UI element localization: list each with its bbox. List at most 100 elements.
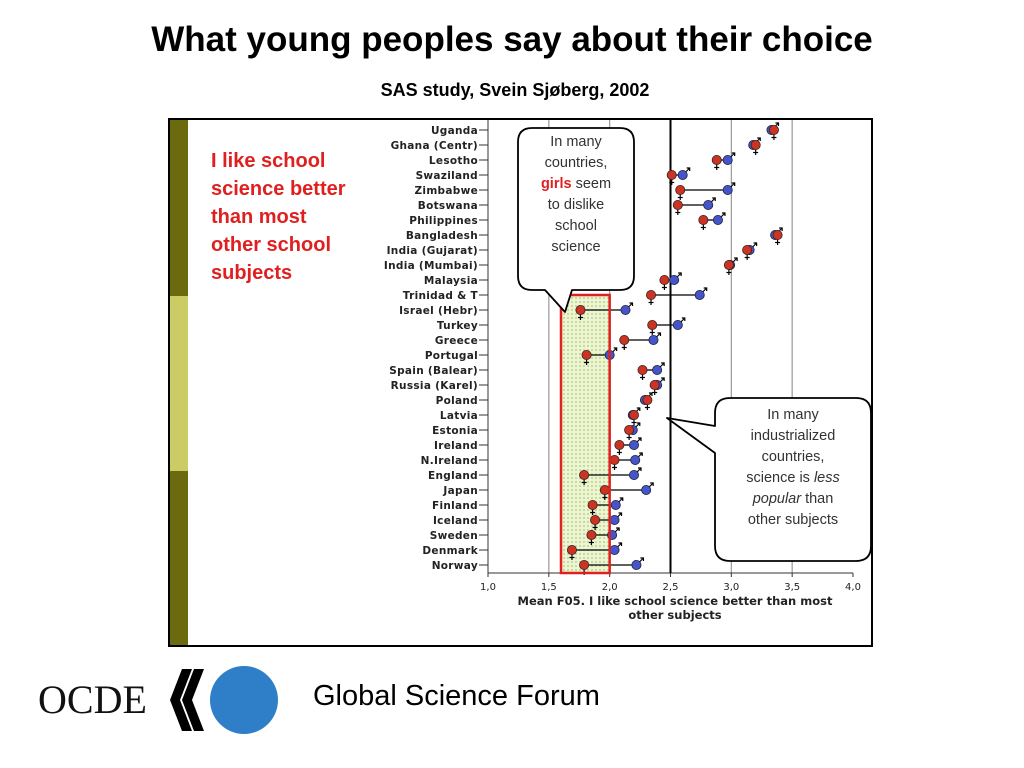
girls-point bbox=[672, 200, 683, 211]
girls-point bbox=[742, 245, 753, 256]
country-label: Ghana (Centr) bbox=[391, 140, 478, 152]
statement-line: than most bbox=[211, 206, 307, 228]
callout-text-span: countries, bbox=[545, 155, 608, 171]
girls-point bbox=[637, 364, 648, 375]
oecd-logo-text: OCDE bbox=[38, 677, 147, 722]
girls-point bbox=[642, 394, 653, 405]
boys-arrow bbox=[628, 302, 633, 308]
country-label: Spain (Balear) bbox=[389, 365, 478, 377]
boys-point bbox=[631, 559, 642, 570]
callout-industrialized-bubble bbox=[666, 397, 871, 562]
x-axis-label: Mean F05. I like school science better t… bbox=[518, 594, 833, 608]
country-label: Latvia bbox=[440, 410, 478, 422]
country-label: Estonia bbox=[432, 425, 478, 437]
boys-arrowhead bbox=[753, 242, 758, 246]
chart-frame: I like school science better than most othe… bbox=[168, 118, 873, 647]
boys-arrowhead bbox=[678, 272, 682, 276]
callout-girls-text: countries, bbox=[545, 155, 608, 171]
boys-arrowhead bbox=[712, 197, 716, 201]
x-tick-label: 2,0 bbox=[602, 582, 618, 593]
country-label: Iceland bbox=[433, 515, 478, 527]
boys-arrowhead bbox=[636, 407, 641, 411]
slide-title: What young peoples say about their choic… bbox=[151, 20, 873, 59]
callout-industrialized-text: science is less bbox=[746, 470, 840, 486]
boys-arrowhead bbox=[638, 437, 642, 441]
boys-arrow bbox=[618, 497, 624, 503]
boys-arrowhead bbox=[616, 527, 620, 531]
boys-point bbox=[628, 439, 639, 450]
oecd-chevron-icon bbox=[170, 669, 192, 731]
callout-industrialized-text: countries, bbox=[762, 449, 825, 465]
chart-area: I like school science better than most othe… bbox=[170, 120, 871, 645]
girls-point bbox=[579, 469, 590, 480]
callout-girls-text: science bbox=[551, 239, 600, 255]
girls-point bbox=[566, 544, 577, 555]
boys-arrow bbox=[685, 167, 691, 173]
boys-arrow bbox=[702, 287, 708, 293]
country-label: Russia (Karel) bbox=[391, 380, 478, 392]
callout-industrialized-text: other subjects bbox=[748, 512, 838, 528]
boys-point bbox=[712, 215, 723, 226]
x-tick-label: 1,5 bbox=[541, 582, 557, 593]
boys-arrowhead bbox=[648, 392, 653, 396]
boys-arrowhead bbox=[731, 182, 736, 186]
country-label: England bbox=[428, 470, 478, 482]
girls-point bbox=[624, 424, 635, 435]
girls-point bbox=[659, 274, 670, 285]
boys-arrow bbox=[752, 242, 758, 248]
oecd-chevron-icon bbox=[182, 669, 204, 731]
boys-point bbox=[620, 304, 631, 315]
boys-point bbox=[628, 469, 639, 480]
boys-arrow bbox=[730, 182, 736, 188]
country-label: N.Ireland bbox=[421, 455, 478, 467]
country-label: Greece bbox=[435, 335, 478, 347]
boys-arrowhead bbox=[661, 362, 665, 366]
boys-point bbox=[652, 364, 663, 375]
girls-point bbox=[666, 170, 677, 181]
band-segment-dark bbox=[170, 120, 188, 296]
boys-point bbox=[669, 274, 680, 285]
boys-arrow bbox=[710, 197, 716, 203]
boys-arrow bbox=[617, 512, 622, 518]
country-label: Denmark bbox=[422, 545, 478, 557]
statement-line: subjects bbox=[211, 262, 292, 284]
boys-arrowhead bbox=[618, 542, 623, 546]
country-label: Portugal bbox=[425, 350, 478, 362]
boys-arrowhead bbox=[734, 257, 738, 261]
boys-arrow bbox=[659, 377, 665, 383]
boys-arrowhead bbox=[613, 347, 618, 351]
boys-point bbox=[648, 334, 659, 345]
callout-text-span: science is bbox=[746, 470, 814, 486]
boys-arrowhead bbox=[661, 377, 665, 381]
girls-point bbox=[649, 379, 660, 390]
boys-arrowhead bbox=[779, 227, 783, 231]
boys-arrow bbox=[614, 527, 620, 533]
boys-arrowhead bbox=[619, 497, 624, 501]
girls-point bbox=[609, 454, 620, 465]
callout-text-span: than bbox=[801, 491, 833, 507]
boys-point bbox=[672, 319, 683, 330]
x-tick-label: 3,0 bbox=[723, 582, 739, 593]
girls-point bbox=[614, 439, 625, 450]
boys-point bbox=[703, 200, 714, 211]
callout-text-span: girls bbox=[541, 176, 572, 192]
girls-point bbox=[599, 484, 610, 495]
country-label: Poland bbox=[436, 395, 478, 407]
country-label: India (Gujarat) bbox=[387, 245, 478, 257]
boys-arrowhead bbox=[640, 557, 645, 561]
callout-girls-bubble bbox=[517, 127, 635, 313]
boys-arrow bbox=[730, 152, 736, 158]
country-label: Ireland bbox=[434, 440, 478, 452]
callout-industrialized-text: In many bbox=[767, 407, 819, 423]
callout-text-span: seem bbox=[572, 176, 612, 192]
girls-point bbox=[586, 529, 597, 540]
boys-arrow bbox=[636, 467, 642, 473]
country-label: Malaysia bbox=[424, 275, 478, 287]
callout-girls-text: In many bbox=[550, 134, 602, 150]
x-tick-label: 4,0 bbox=[845, 582, 861, 593]
footer-forum-title: Global Science Forum bbox=[313, 680, 600, 712]
callout-text-span: other subjects bbox=[748, 512, 838, 528]
boys-point bbox=[722, 185, 733, 196]
boys-arrow bbox=[656, 332, 661, 338]
country-label: Trinidad & T bbox=[403, 290, 479, 302]
